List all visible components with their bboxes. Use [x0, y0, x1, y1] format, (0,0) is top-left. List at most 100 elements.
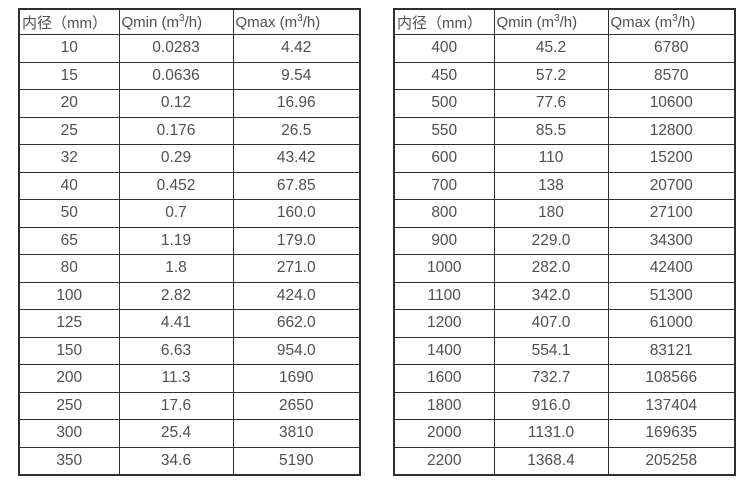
table-row: 100 2.82 424.0: [18, 281, 361, 310]
qmin-column-header: Qmin (m3/h): [493, 8, 609, 35]
qmax-cell: 42400: [607, 254, 736, 283]
diameter-cell: 600: [393, 144, 495, 173]
diameter-cell: 1100: [393, 281, 495, 310]
table-row: 800 180 27100: [393, 199, 736, 228]
table-row: 450 57.2 8570: [393, 61, 736, 90]
header-row: 内径（mm） Qmin (m3/h) Qmax (m3/h): [18, 8, 361, 35]
qmin-cell: 1131.0: [493, 419, 609, 448]
qmin-cell: 0.0636: [118, 61, 234, 90]
qmax-cell: 662.0: [232, 309, 361, 338]
qmin-cell: 17.6: [118, 391, 234, 420]
table-row: 550 85.5 12800: [393, 116, 736, 145]
diameter-cell: 10: [18, 34, 120, 63]
qmin-cell: 1368.4: [493, 446, 609, 476]
table-row: 65 1.19 179.0: [18, 226, 361, 255]
qmax-cell: 169635: [607, 419, 736, 448]
qmax-cell: 16.96: [232, 89, 361, 118]
table-row: 250 17.6 2650: [18, 391, 361, 420]
diameter-cell: 32: [18, 144, 120, 173]
header-row: 内径（mm） Qmin (m3/h) Qmax (m3/h): [393, 8, 736, 35]
table-row: 1000 282.0 42400: [393, 254, 736, 283]
qmax-cell: 205258: [607, 446, 736, 476]
diameter-cell: 350: [18, 446, 120, 476]
qmax-cell: 179.0: [232, 226, 361, 255]
qmax-cell: 3810: [232, 419, 361, 448]
diameter-cell: 65: [18, 226, 120, 255]
table-row: 2200 1368.4 205258: [393, 446, 736, 476]
table-header: 内径（mm） Qmin (m3/h) Qmax (m3/h): [393, 8, 736, 35]
table-row: 50 0.7 160.0: [18, 199, 361, 228]
diameter-cell: 150: [18, 336, 120, 365]
diameter-cell: 125: [18, 309, 120, 338]
qmin-cell: 57.2: [493, 61, 609, 90]
diameter-cell: 450: [393, 61, 495, 90]
qmax-cell: 61000: [607, 309, 736, 338]
table-row: 200 11.3 1690: [18, 364, 361, 393]
qmax-cell: 137404: [607, 391, 736, 420]
qmin-cell: 0.29: [118, 144, 234, 173]
qmax-column-header: Qmax (m3/h): [607, 8, 736, 35]
qmin-cell: 4.41: [118, 309, 234, 338]
qmin-cell: 229.0: [493, 226, 609, 255]
diameter-cell: 2000: [393, 419, 495, 448]
table-row: 1800 916.0 137404: [393, 391, 736, 420]
qmax-cell: 20700: [607, 171, 736, 200]
qmin-cell: 2.82: [118, 281, 234, 310]
qmax-column-header: Qmax (m3/h): [232, 8, 361, 35]
qmax-cell: 43.42: [232, 144, 361, 173]
cubed-superscript: 3: [179, 12, 185, 24]
qmin-cell: 110: [493, 144, 609, 173]
qmin-cell: 0.7: [118, 199, 234, 228]
table-row: 1200 407.0 61000: [393, 309, 736, 338]
qmax-cell: 9.54: [232, 61, 361, 90]
qmax-cell: 4.42: [232, 34, 361, 63]
table-row: 20 0.12 16.96: [18, 89, 361, 118]
qmin-cell: 25.4: [118, 419, 234, 448]
diameter-cell: 300: [18, 419, 120, 448]
table-row: 150 6.63 954.0: [18, 336, 361, 365]
qmin-cell: 45.2: [493, 34, 609, 63]
table-row: 1400 554.1 83121: [393, 336, 736, 365]
qmax-cell: 108566: [607, 364, 736, 393]
qmax-cell: 8570: [607, 61, 736, 90]
qmin-cell: 0.176: [118, 116, 234, 145]
qmin-cell: 342.0: [493, 281, 609, 310]
qmax-cell: 34300: [607, 226, 736, 255]
diameter-cell: 40: [18, 171, 120, 200]
table-row: 15 0.0636 9.54: [18, 61, 361, 90]
qmax-cell: 2650: [232, 391, 361, 420]
diameter-cell: 200: [18, 364, 120, 393]
diameter-cell: 50: [18, 199, 120, 228]
diameter-cell: 20: [18, 89, 120, 118]
diameter-cell: 2200: [393, 446, 495, 476]
diameter-cell: 1600: [393, 364, 495, 393]
qmax-cell: 15200: [607, 144, 736, 173]
table-row: 40 0.452 67.85: [18, 171, 361, 200]
qmax-cell: 12800: [607, 116, 736, 145]
diameter-cell: 700: [393, 171, 495, 200]
diameter-cell: 800: [393, 199, 495, 228]
table-header: 内径（mm） Qmin (m3/h) Qmax (m3/h): [18, 8, 361, 35]
diameter-cell: 80: [18, 254, 120, 283]
table-row: 25 0.176 26.5: [18, 116, 361, 145]
qmax-cell: 26.5: [232, 116, 361, 145]
qmax-cell: 5190: [232, 446, 361, 476]
table-row: 10 0.0283 4.42: [18, 34, 361, 63]
qmin-cell: 180: [493, 199, 609, 228]
cubed-superscript: 3: [554, 12, 560, 24]
flow-spec-table-small-diameters: 内径（mm） Qmin (m3/h) Qmax (m3/h) 10 0.0283 4.4…: [18, 8, 361, 476]
qmin-cell: 916.0: [493, 391, 609, 420]
diameter-cell: 400: [393, 34, 495, 63]
table-body: 400 45.2 6780 450 57.2 8570 500 77.6 10600 550 85.…: [393, 34, 736, 476]
qmax-cell: 27100: [607, 199, 736, 228]
qmin-cell: 0.452: [118, 171, 234, 200]
table-body: 10 0.0283 4.42 15 0.0636 9.54 20 0.12 16.96 25 0.1…: [18, 34, 361, 476]
qmax-cell: 10600: [607, 89, 736, 118]
qmin-cell: 554.1: [493, 336, 609, 365]
qmax-cell: 83121: [607, 336, 736, 365]
qmin-cell: 1.19: [118, 226, 234, 255]
diameter-cell: 1200: [393, 309, 495, 338]
flow-spec-table-large-diameters: 内径（mm） Qmin (m3/h) Qmax (m3/h) 400 45.2 6780…: [393, 8, 736, 476]
diameter-cell: 1000: [393, 254, 495, 283]
qmin-cell: 85.5: [493, 116, 609, 145]
